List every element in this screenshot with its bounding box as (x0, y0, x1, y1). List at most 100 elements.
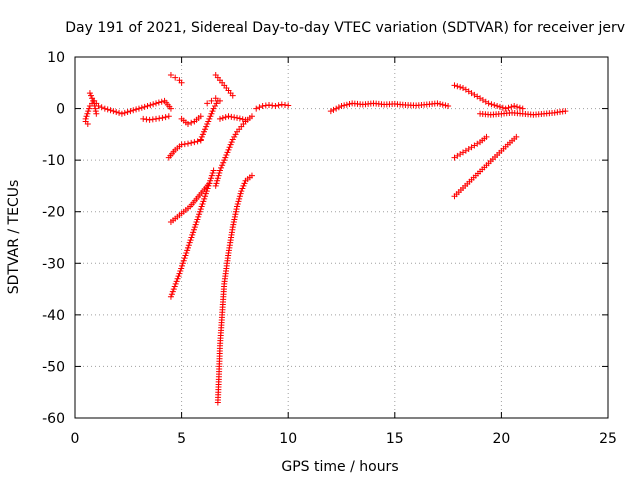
data-point (179, 262, 186, 269)
series-seg-18-lower (477, 108, 569, 118)
data-point (181, 141, 188, 148)
y-tick-label: -20 (42, 205, 65, 221)
data-point (167, 72, 174, 79)
data-point (232, 131, 239, 138)
data-point (220, 159, 227, 166)
data-point (275, 102, 282, 109)
data-point (230, 221, 237, 228)
data-point (451, 82, 458, 89)
data-point (216, 115, 223, 122)
data-point (278, 101, 285, 108)
data-point (266, 101, 273, 108)
data-point (92, 105, 99, 112)
data-point (110, 108, 117, 115)
data-point (143, 116, 150, 123)
data-point (205, 118, 212, 125)
data-point (272, 102, 279, 109)
data-point (491, 102, 498, 109)
data-point (86, 90, 93, 97)
series-seg-18-upper (451, 82, 526, 112)
data-point (191, 224, 198, 231)
data-point (229, 92, 236, 99)
data-point (185, 242, 192, 249)
data-point (182, 252, 189, 259)
x-ticks: 0 5 10 15 20 25 (71, 57, 617, 447)
data-point (223, 151, 230, 158)
data-point (202, 190, 209, 197)
data-point (232, 208, 239, 215)
data-point (174, 275, 181, 282)
data-point (239, 116, 246, 123)
series-seg-18-mid (451, 133, 490, 161)
y-tick-label: -50 (42, 359, 65, 375)
data-point (208, 97, 215, 104)
data-point (519, 105, 526, 112)
data-point (508, 103, 515, 110)
data-point (513, 133, 520, 140)
data-point (187, 237, 194, 244)
data-point (346, 101, 353, 108)
data-point (231, 114, 238, 121)
data-point (207, 177, 214, 184)
data-point (135, 105, 142, 112)
data-point (190, 229, 197, 236)
x-tick-label: 20 (492, 431, 510, 447)
data-point (181, 255, 188, 262)
data-point (234, 200, 241, 207)
data-point (184, 244, 191, 251)
data-point (198, 133, 205, 140)
data-point (91, 102, 98, 109)
data-point (165, 113, 172, 120)
data-point (483, 133, 490, 140)
data-point (159, 114, 166, 121)
x-axis-label: GPS time / hours (281, 459, 398, 475)
data-point (212, 95, 219, 102)
y-tick-label: -30 (42, 256, 65, 272)
data-point (83, 113, 90, 120)
series-seg-4.3-flat (140, 113, 172, 123)
data-point (226, 144, 233, 151)
data-point (178, 141, 185, 148)
data-point (259, 102, 266, 109)
data-point (184, 247, 191, 254)
data-point (343, 101, 350, 108)
data-point (188, 234, 195, 241)
data-point (229, 136, 236, 143)
x-tick-label: 15 (386, 431, 404, 447)
data-point (210, 167, 217, 174)
data-point (172, 280, 179, 287)
data-point (227, 141, 234, 148)
data-point (178, 79, 185, 86)
data-point (214, 177, 221, 184)
data-points (82, 72, 569, 406)
data-point (177, 268, 184, 275)
data-point (180, 257, 187, 264)
data-point (170, 286, 177, 293)
data-point (153, 100, 160, 107)
data-point (118, 110, 125, 117)
data-point (127, 108, 134, 115)
data-point (197, 206, 204, 213)
data-point (203, 188, 210, 195)
data-point (229, 224, 236, 231)
data-point (201, 195, 208, 202)
data-point (212, 102, 219, 109)
data-point (144, 102, 151, 109)
data-point (207, 113, 214, 120)
data-point (86, 105, 93, 112)
data-point (457, 84, 464, 91)
data-point (167, 105, 174, 112)
data-point (178, 265, 185, 272)
data-point (194, 216, 201, 223)
data-point (204, 185, 211, 192)
data-point (237, 190, 244, 197)
y-tick-label: -10 (42, 153, 65, 169)
data-point (228, 139, 235, 146)
data-point (216, 170, 223, 177)
series-seg-midday-band (327, 100, 452, 115)
data-point (173, 278, 180, 285)
data-point (230, 219, 237, 226)
series-seg-6.4-mid (204, 95, 223, 107)
data-point (494, 102, 501, 109)
data-point (202, 126, 209, 133)
